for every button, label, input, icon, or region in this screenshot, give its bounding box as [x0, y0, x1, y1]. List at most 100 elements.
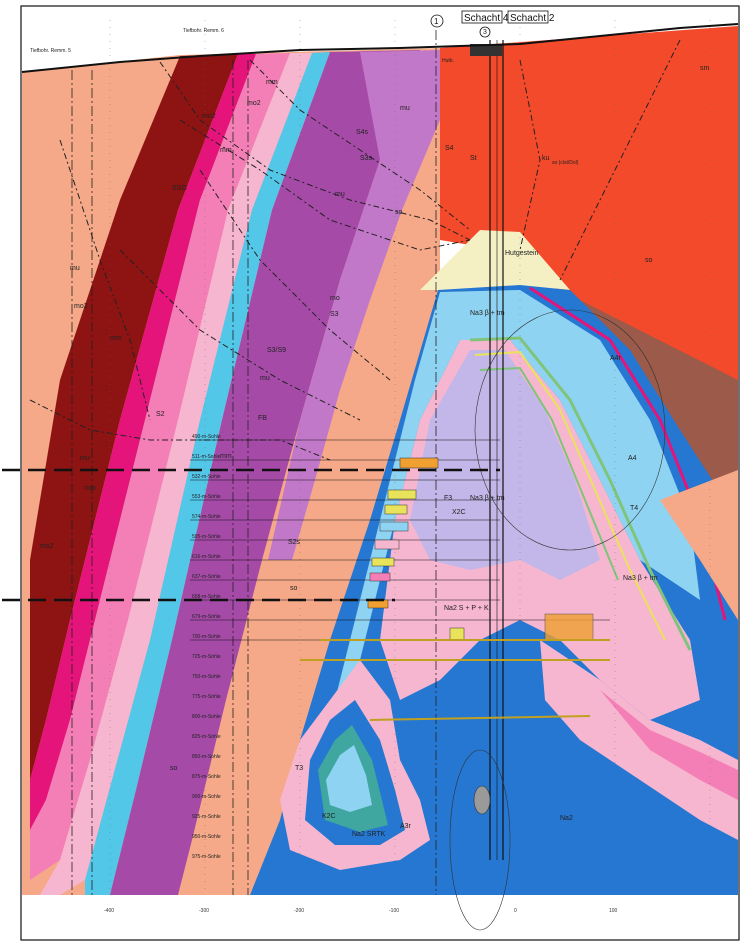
- layer-lower-light: [326, 745, 372, 812]
- band-green-b: [474, 350, 666, 641]
- marker-circle-1-label: 1: [434, 17, 439, 26]
- svg-text:mm: mm: [266, 79, 278, 86]
- svg-text:sm: sm: [700, 65, 710, 72]
- shaft-b-box: [507, 10, 549, 24]
- shaft-a-label: Schacht 4: [464, 13, 509, 24]
- level-label: 511-m-Sohle: [192, 454, 220, 460]
- svg-text:T3: T3: [295, 765, 303, 772]
- svg-text:A4: A4: [628, 455, 637, 462]
- svg-text:mm: mm: [110, 335, 122, 342]
- svg-text:Hutgestein: Hutgestein: [505, 250, 539, 257]
- svg-text:so: so: [290, 585, 298, 592]
- svg-text:mu: mu: [400, 105, 410, 112]
- svg-text:so: so: [645, 257, 653, 264]
- svg-text:S4s: S4s: [356, 129, 369, 136]
- bottom-margin: [22, 895, 738, 939]
- unit-labels: sm so so so so so (clst/Dol) mu mu mu mu…: [40, 58, 710, 838]
- level-label: 875-m-Sohle: [192, 774, 221, 780]
- svg-text:Na2 SRTK: Na2 SRTK: [352, 831, 386, 838]
- svg-text:S3s: S3s: [360, 155, 373, 162]
- svg-text:S3/S9: S3/S9: [267, 347, 286, 354]
- layer-violet: [268, 50, 440, 560]
- svg-text:mu: mu: [260, 375, 270, 382]
- projection-circle-lower: [449, 749, 511, 931]
- svg-text:mm: mm: [220, 147, 232, 154]
- svg-text:so: so: [170, 765, 178, 772]
- svg-text:mm: mm: [84, 485, 96, 492]
- level-label: 700-m-Sohle: [192, 634, 221, 640]
- level-label: 553-m-Sohle: [192, 494, 221, 500]
- level-label: 800-m-Sohle: [192, 714, 221, 720]
- svg-text:S3: S3: [330, 311, 339, 318]
- marker-circle-3-label: 3: [483, 29, 487, 36]
- layer-purple: [110, 50, 420, 895]
- level-label: 900-m-Sohle: [192, 794, 221, 800]
- level-labels: 490-m-Sohle 511-m-Sohle 532-m-Sohle 553-m-S…: [192, 434, 221, 860]
- svg-text:T4: T4: [630, 505, 638, 512]
- level-label: 574-m-Sohle: [192, 514, 221, 520]
- level-label: 850-m-Sohle: [192, 754, 221, 760]
- band-green-a: [469, 336, 692, 651]
- svg-text:F3: F3: [444, 495, 452, 502]
- level-label: 750-m-Sohle: [192, 674, 221, 680]
- band-green-c: [479, 366, 619, 581]
- svg-text:Hutb.: Hutb.: [442, 58, 454, 64]
- svg-text:mo2: mo2: [40, 543, 54, 550]
- svg-text:Na2 S + P + K: Na2 S + P + K: [444, 605, 489, 612]
- svg-text:mu: mu: [70, 265, 80, 272]
- level-label: 616-m-Sohle: [192, 554, 221, 560]
- layer-cyan: [85, 52, 330, 895]
- svg-text:so (clst/Dol): so (clst/Dol): [552, 160, 579, 166]
- shaft-b-label: Schacht 2: [510, 13, 555, 24]
- svg-text:mo: mo: [330, 295, 340, 302]
- layer-light-pink: [40, 53, 312, 895]
- svg-text:A4r: A4r: [610, 355, 622, 362]
- svg-text:mu: mu: [80, 455, 90, 462]
- svg-text:X2C: X2C: [452, 509, 466, 516]
- layer-right-pink-lobe: [540, 640, 738, 840]
- svg-text:Na3 β + tm: Na3 β + tm: [470, 310, 505, 317]
- svg-text:mm: mm: [220, 453, 232, 460]
- top-left-label-b: Tiefbohr. Remm. 6: [183, 28, 224, 34]
- bottom-tick-labels: -400 -300 -200 -100 0 100: [104, 908, 618, 914]
- svg-text:A3r: A3r: [400, 823, 412, 830]
- level-label: 490-m-Sohle: [192, 434, 221, 440]
- svg-text:mo2: mo2: [202, 113, 216, 120]
- ground-surface: [21, 23, 739, 73]
- marker-circle-3: [479, 26, 491, 38]
- level-label: 725-m-Sohle: [192, 654, 221, 660]
- bottom-tick-label: -300: [199, 908, 209, 914]
- level-label: 925-m-Sohle: [192, 814, 221, 820]
- bottom-tick-label: -100: [389, 908, 399, 914]
- level-label: 975-m-Sohle: [192, 854, 221, 860]
- svg-text:so: so: [395, 209, 403, 216]
- svg-text:SSO: SSO: [172, 185, 187, 192]
- svg-text:S2: S2: [156, 411, 165, 418]
- bottom-tick-label: 100: [609, 908, 618, 914]
- layer-magenta: [30, 54, 256, 830]
- level-label: 595-m-Sohle: [192, 534, 221, 540]
- layer-pink: [30, 53, 290, 880]
- shaft-a-box: [461, 10, 503, 24]
- level-label: 679-m-Sohle: [192, 614, 221, 620]
- bottom-tick-label: -400: [104, 908, 114, 914]
- layer-orange-right: [660, 470, 738, 620]
- svg-text:ku: ku: [542, 155, 550, 162]
- layer-hutgestein: [420, 230, 570, 290]
- svg-text:Na3 β + tm: Na3 β + tm: [623, 575, 658, 582]
- marker-circle-1: [430, 14, 444, 28]
- bottom-tick-label: -200: [294, 908, 304, 914]
- svg-text:Na2: Na2: [560, 815, 573, 822]
- svg-text:mo2: mo2: [74, 303, 88, 310]
- level-label: 950-m-Sohle: [192, 834, 221, 840]
- layer-right-pink-lower: [600, 690, 738, 800]
- layer-dome-lavender: [410, 350, 600, 580]
- layer-dome-cyan: [330, 290, 700, 720]
- gallery-bars: [300, 457, 610, 721]
- level-label: 775-m-Sohle: [192, 694, 221, 700]
- svg-text:S2s: S2s: [288, 539, 301, 546]
- svg-text:Na3 β + tm: Na3 β + tm: [470, 495, 505, 502]
- top-left-label-a: Tiefbohr. Remm. 5: [30, 48, 71, 54]
- svg-text:mo2: mo2: [247, 100, 261, 107]
